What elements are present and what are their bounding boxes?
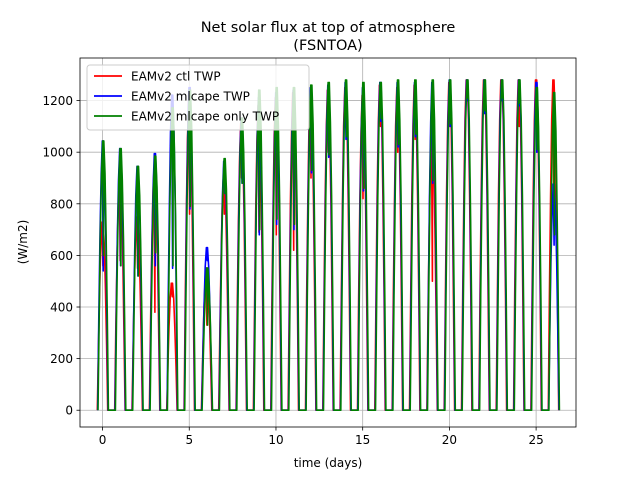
x-tick-label: 15 (355, 433, 370, 447)
y-tick-label: 1200 (42, 94, 73, 108)
legend: EAMv2 ctl TWP EAMv2 mlcape TWP EAMv2 mlcap… (86, 64, 310, 131)
x-tick-label: 10 (268, 433, 283, 447)
plot-lines (96, 79, 561, 411)
legend-box (86, 64, 310, 131)
y-tick-label: 600 (50, 249, 73, 263)
y-tick-label: 1000 (42, 146, 73, 160)
x-tick-label: 20 (442, 433, 457, 447)
y-axis-label: (W/m2) (16, 220, 30, 265)
y-tick-label: 800 (50, 197, 73, 211)
chart-subtitle: (FSNTOA) (293, 38, 362, 54)
x-axis-ticks: 0 5 10 15 20 25 (99, 427, 544, 447)
y-axis-ticks: 0 200 400 600 800 1000 1200 (42, 94, 80, 418)
x-tick-label: 25 (528, 433, 543, 447)
legend-label: EAMv2 mlcape only TWP (131, 110, 279, 124)
y-tick-label: 200 (50, 352, 73, 366)
x-tick-label: 5 (185, 433, 193, 447)
y-tick-label: 0 (65, 404, 73, 418)
chart-title: Net solar flux at top of atmosphere (201, 20, 456, 36)
y-tick-label: 400 (50, 301, 73, 315)
series-line (97, 79, 561, 411)
x-tick-label: 0 (99, 433, 107, 447)
plot-frame (79, 57, 577, 428)
x-axis-label: time (days) (294, 456, 363, 470)
legend-label: EAMv2 ctl TWP (131, 70, 221, 84)
legend-label: EAMv2 mlcape TWP (131, 90, 250, 104)
